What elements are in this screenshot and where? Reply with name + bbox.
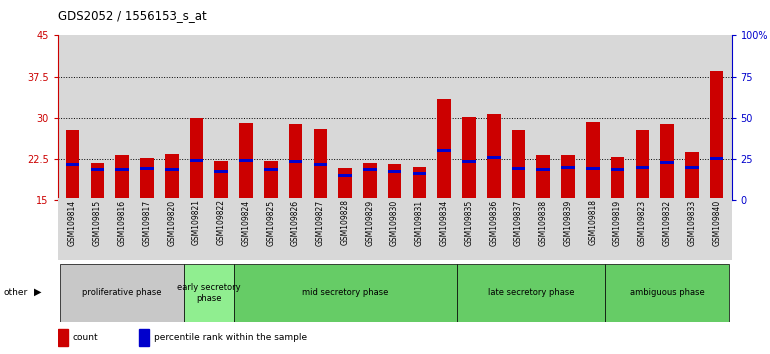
Bar bbox=[661, 161, 674, 164]
Bar bbox=[239, 123, 253, 200]
Bar bbox=[413, 172, 427, 175]
Text: GSM109827: GSM109827 bbox=[316, 200, 325, 246]
Bar bbox=[511, 167, 525, 170]
Bar bbox=[487, 114, 500, 200]
Bar bbox=[140, 158, 154, 200]
Bar bbox=[363, 163, 377, 200]
Bar bbox=[661, 124, 674, 200]
Bar bbox=[457, 264, 605, 321]
Bar bbox=[462, 160, 476, 163]
Bar bbox=[586, 167, 600, 170]
Text: GSM109836: GSM109836 bbox=[489, 200, 498, 246]
Text: GSM109824: GSM109824 bbox=[242, 200, 250, 246]
Text: GSM109833: GSM109833 bbox=[688, 200, 696, 246]
Text: other: other bbox=[4, 287, 28, 297]
Bar bbox=[140, 167, 154, 170]
Text: GSM109821: GSM109821 bbox=[192, 200, 201, 245]
Bar bbox=[586, 122, 600, 200]
Bar bbox=[184, 264, 233, 321]
Bar bbox=[413, 167, 427, 200]
Bar bbox=[388, 170, 401, 173]
Bar bbox=[487, 156, 500, 159]
Bar bbox=[437, 149, 451, 152]
Bar bbox=[313, 129, 327, 200]
Bar bbox=[165, 154, 179, 200]
Bar bbox=[363, 168, 377, 171]
Bar bbox=[561, 166, 575, 169]
Bar bbox=[233, 264, 457, 321]
Text: GSM109819: GSM109819 bbox=[613, 200, 622, 246]
Text: late secretory phase: late secretory phase bbox=[487, 289, 574, 297]
Text: ambiguous phase: ambiguous phase bbox=[630, 289, 705, 297]
Bar bbox=[165, 168, 179, 171]
Bar bbox=[338, 168, 352, 200]
Bar bbox=[537, 155, 550, 200]
Bar bbox=[214, 160, 228, 200]
Text: GSM109822: GSM109822 bbox=[216, 200, 226, 245]
Bar bbox=[65, 130, 79, 200]
Bar bbox=[289, 160, 303, 163]
Bar bbox=[537, 168, 550, 171]
Text: ▶: ▶ bbox=[34, 287, 42, 297]
Bar bbox=[189, 118, 203, 200]
Text: GSM109828: GSM109828 bbox=[340, 200, 350, 245]
Text: GSM109816: GSM109816 bbox=[118, 200, 126, 246]
Text: GSM109835: GSM109835 bbox=[464, 200, 474, 246]
Bar bbox=[264, 168, 278, 171]
Text: mid secretory phase: mid secretory phase bbox=[302, 289, 388, 297]
Text: GSM109818: GSM109818 bbox=[588, 200, 598, 245]
Text: GSM109814: GSM109814 bbox=[68, 200, 77, 246]
Bar bbox=[685, 166, 698, 169]
Text: GSM109825: GSM109825 bbox=[266, 200, 275, 246]
Bar bbox=[65, 163, 79, 166]
Bar bbox=[313, 163, 327, 166]
Bar bbox=[289, 124, 303, 200]
Bar bbox=[511, 130, 525, 200]
Text: count: count bbox=[72, 333, 99, 342]
Bar bbox=[635, 130, 649, 200]
Bar bbox=[611, 168, 624, 171]
Bar bbox=[214, 170, 228, 173]
Bar bbox=[60, 264, 184, 321]
Bar bbox=[116, 168, 129, 171]
Bar bbox=[605, 264, 729, 321]
Text: GSM109820: GSM109820 bbox=[167, 200, 176, 246]
Text: GSM109831: GSM109831 bbox=[415, 200, 424, 246]
Text: GSM109837: GSM109837 bbox=[514, 200, 523, 246]
Bar bbox=[338, 174, 352, 177]
Bar bbox=[710, 157, 724, 160]
Bar bbox=[685, 152, 698, 200]
Text: GDS2052 / 1556153_s_at: GDS2052 / 1556153_s_at bbox=[58, 9, 206, 22]
Text: GSM109815: GSM109815 bbox=[93, 200, 102, 246]
Text: early secretory
phase: early secretory phase bbox=[177, 283, 241, 303]
Text: GSM109829: GSM109829 bbox=[365, 200, 374, 246]
Bar bbox=[189, 159, 203, 162]
Text: proliferative phase: proliferative phase bbox=[82, 289, 162, 297]
Bar bbox=[611, 157, 624, 200]
Bar bbox=[58, 198, 732, 260]
Text: GSM109823: GSM109823 bbox=[638, 200, 647, 246]
Bar bbox=[264, 160, 278, 200]
Bar bbox=[139, 329, 149, 346]
Bar bbox=[710, 71, 724, 200]
Text: GSM109830: GSM109830 bbox=[390, 200, 399, 246]
Text: percentile rank within the sample: percentile rank within the sample bbox=[154, 333, 307, 342]
Bar bbox=[58, 329, 68, 346]
Bar bbox=[116, 155, 129, 200]
Bar bbox=[437, 98, 451, 200]
Text: GSM109840: GSM109840 bbox=[712, 200, 721, 246]
Bar bbox=[561, 155, 575, 200]
Text: GSM109834: GSM109834 bbox=[440, 200, 449, 246]
Text: GSM109826: GSM109826 bbox=[291, 200, 300, 246]
Bar bbox=[91, 168, 104, 171]
Bar bbox=[635, 166, 649, 169]
Bar bbox=[239, 159, 253, 162]
Text: GSM109839: GSM109839 bbox=[564, 200, 573, 246]
Text: GSM109817: GSM109817 bbox=[142, 200, 152, 246]
Bar bbox=[91, 163, 104, 200]
Text: GSM109832: GSM109832 bbox=[663, 200, 671, 246]
Text: GSM109838: GSM109838 bbox=[539, 200, 547, 246]
Bar bbox=[462, 116, 476, 200]
Bar bbox=[388, 164, 401, 200]
